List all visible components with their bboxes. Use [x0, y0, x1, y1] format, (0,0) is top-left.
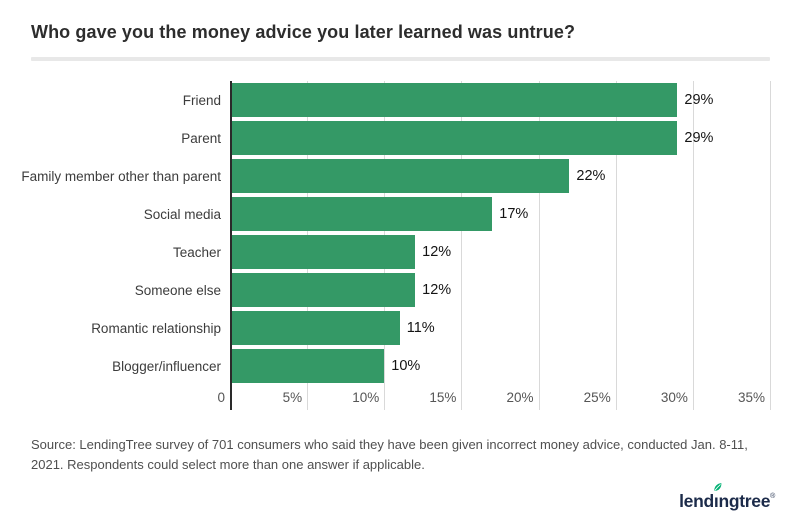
category-label: Someone else [134, 282, 221, 298]
x-tick-label: 10% [352, 390, 380, 405]
bar [230, 159, 570, 193]
y-axis-line [230, 81, 232, 410]
bar-value-label: 29% [684, 130, 714, 146]
source-note: Source: LendingTree survey of 701 consum… [31, 437, 748, 472]
category-label: Blogger/influencer [112, 358, 221, 374]
bar-value-label: 12% [422, 282, 452, 298]
category-label: Romantic relationship [91, 320, 221, 336]
bar-row: 29% [230, 119, 770, 157]
gridline [538, 81, 540, 410]
x-tick-label: 30% [660, 390, 688, 405]
lendingtree-logo: lend ıngtree® [679, 483, 775, 512]
x-tick-label: 15% [429, 390, 457, 405]
leaf-icon [714, 483, 722, 491]
bar-row: 22% [230, 157, 770, 195]
bar-row: 29% [230, 81, 770, 119]
category-label: Teacher [172, 244, 221, 260]
bar [230, 83, 678, 117]
bar-chart: Friend Parent Family member other than par… [21, 81, 771, 410]
bar-value-label: 10% [391, 358, 421, 374]
bar-row: 11% [230, 309, 770, 347]
bar-value-label: 12% [422, 244, 452, 260]
bar-row: 10% [230, 347, 770, 385]
bars-layer: 29% 29% 22% 17% 12% 12% 11% 10% [230, 81, 770, 385]
bar-row: 12% [230, 271, 770, 309]
x-tick-label: 5% [282, 390, 303, 405]
bar [230, 235, 416, 269]
infographic: Who gave you the money advice you later … [21, 22, 775, 511]
category-labels-column: Friend Parent Family member other than par… [21, 81, 230, 410]
category-label: Parent [181, 130, 221, 146]
bar-row: 17% [230, 195, 770, 233]
bar [230, 121, 678, 155]
title-divider [31, 57, 770, 61]
bar-row: 12% [230, 233, 770, 271]
category-label: Friend [182, 92, 221, 108]
bar [230, 273, 416, 307]
gridline [615, 81, 617, 410]
chart-title: Who gave you the money advice you later … [31, 22, 576, 42]
x-tick-label: 0 [217, 390, 225, 405]
bar-value-label: 22% [576, 168, 606, 184]
category-label: Family member other than parent [21, 168, 221, 184]
gridline [461, 81, 463, 410]
bar [230, 197, 493, 231]
bar-value-label: 29% [684, 92, 714, 108]
x-axis-tick-labels: 0 5% 10% 15% 20% 25% 30% 35% [217, 385, 770, 410]
plot-area: 29% 29% 22% 17% 12% 12% 11% 10% 0 5% 10% 15% 20% 25%… [217, 81, 771, 410]
logo-text-end: ngtree [718, 491, 771, 511]
x-tick-label: 25% [583, 390, 611, 405]
bar [230, 349, 385, 383]
gridline [770, 81, 771, 410]
bar-value-label: 11% [406, 320, 435, 336]
gridline [692, 81, 694, 410]
logo-text-start: lend [679, 491, 714, 511]
category-label: Social media [143, 206, 221, 222]
logo-letter-i: ı [714, 483, 722, 512]
bar [230, 311, 400, 345]
registered-mark: ® [770, 493, 775, 500]
x-tick-label: 35% [737, 390, 765, 405]
x-tick-label: 20% [506, 390, 534, 405]
bar-value-label: 17% [499, 206, 529, 222]
